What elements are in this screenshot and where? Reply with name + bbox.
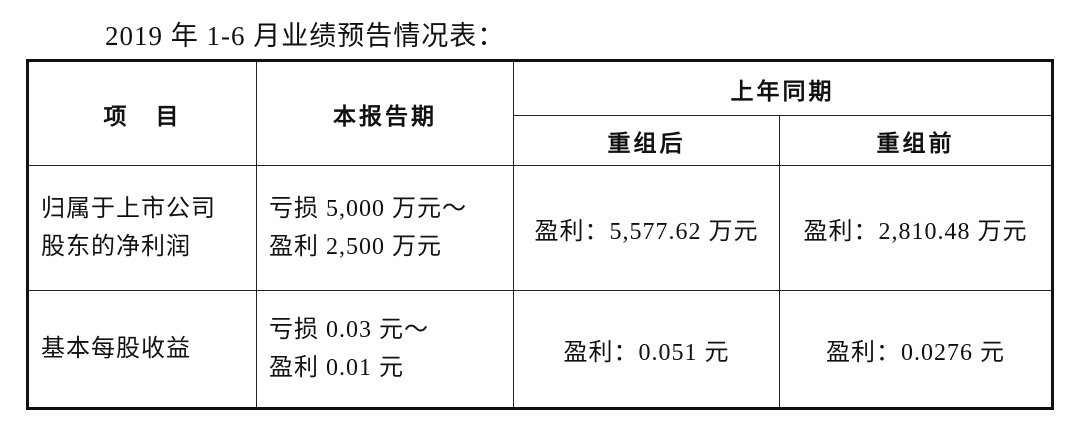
- row-current-line: 亏损 5,000 万元～: [269, 196, 467, 222]
- row-after-reorg: 盈利：0.051 元: [513, 290, 780, 409]
- row-item: 基本每股收益: [27, 290, 257, 409]
- row-current: 亏损 5,000 万元～ 盈利 2,500 万元: [256, 165, 514, 291]
- row-before-reorg: 盈利：0.0276 元: [779, 290, 1053, 409]
- row-current: 亏损 0.03 元～ 盈利 0.01 元: [256, 290, 514, 409]
- row-item-line: 归属于上市公司: [41, 196, 216, 222]
- earnings-forecast-table: 项 目 本报告期 上年同期 重组后 重组前 归属于上市公司 股东的净利润 亏损 …: [26, 59, 1054, 410]
- header-current-period: 本报告期: [256, 60, 514, 166]
- document-title: 2019 年 1-6 月业绩预告情况表：: [105, 21, 506, 51]
- table-row: 归属于上市公司 股东的净利润 亏损 5,000 万元～ 盈利 2,500 万元 …: [27, 165, 1053, 291]
- header-item: 项 目: [27, 60, 257, 166]
- row-current-line: 盈利 0.01 元: [269, 355, 404, 381]
- row-current-line: 盈利 2,500 万元: [269, 234, 442, 260]
- row-after-reorg: 盈利：5,577.62 万元: [513, 165, 780, 291]
- header-after-reorg: 重组后: [513, 115, 780, 166]
- row-item: 归属于上市公司 股东的净利润: [27, 165, 257, 291]
- header-prior-year: 上年同期: [513, 60, 1053, 116]
- table-row: 基本每股收益 亏损 0.03 元～ 盈利 0.01 元 盈利：0.051 元 盈…: [27, 290, 1053, 409]
- header-before-reorg: 重组前: [779, 115, 1053, 166]
- row-before-reorg: 盈利：2,810.48 万元: [779, 165, 1053, 291]
- row-item-line: 股东的净利润: [41, 234, 191, 260]
- row-current-line: 亏损 0.03 元～: [269, 317, 429, 343]
